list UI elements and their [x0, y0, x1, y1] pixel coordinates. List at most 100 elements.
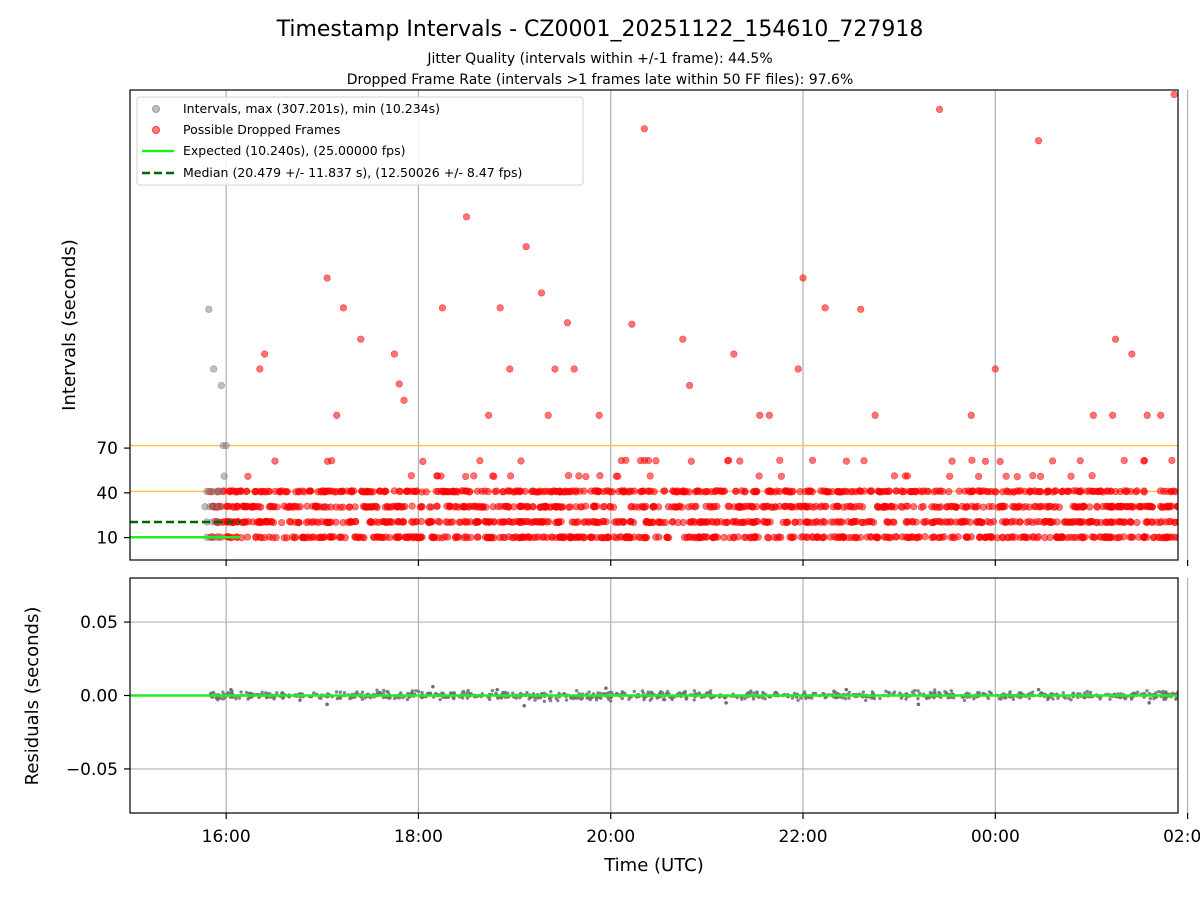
dropped-frame-point [267, 503, 275, 511]
residual-point [360, 690, 365, 694]
legend-label-expected: Expected (10.240s), (25.00000 fps) [183, 143, 405, 158]
dropped-frame-point [283, 488, 291, 496]
dropped-frame-point [776, 456, 784, 464]
dropped-frame-point [394, 503, 402, 511]
dropped-frame-point [669, 518, 677, 526]
residual-point [832, 689, 836, 693]
dropped-frame-point [1143, 517, 1152, 526]
residuals-panel: 0.05 0.00 −0.05 16:00 18:00 20:00 22:00 00:00 0… [22, 577, 1200, 876]
dropped-frame-point [373, 503, 381, 511]
dropped-frame-point [291, 533, 300, 541]
dropped-frame-point [1133, 487, 1141, 495]
dropped-frame-point [499, 488, 508, 496]
dropped-frame-point [977, 533, 985, 541]
dropped-frame-point [496, 533, 504, 542]
residual-point [549, 690, 553, 694]
residual-point [1156, 689, 1161, 694]
dropped-frame-point [303, 502, 311, 510]
dropped-frame-point [358, 487, 366, 495]
dropped-frame-point [535, 488, 543, 496]
residual-point [452, 695, 456, 700]
dropped-frame-point [506, 365, 514, 373]
dropped-frame-point [390, 350, 399, 358]
dropped-frame-point [339, 304, 348, 312]
residual-point [659, 689, 663, 694]
dropped-frame-point [1066, 533, 1074, 541]
residual-point [342, 690, 347, 695]
dropped-frame-point [1140, 488, 1148, 496]
residual-point [548, 698, 553, 703]
residual-point [564, 698, 569, 702]
dropped-frame-point [536, 503, 544, 511]
dropped-frame-point [885, 487, 893, 495]
dropped-frame-point [856, 487, 864, 495]
dropped-frame-point [614, 472, 622, 480]
dropped-frame-point [517, 533, 525, 542]
dropped-frame-point [1013, 473, 1021, 481]
residual-point [790, 696, 795, 700]
dropped-frame-point [1079, 534, 1087, 542]
residual-point [239, 690, 243, 694]
dropped-frame-point [1107, 487, 1115, 495]
dropped-frame-point [310, 533, 318, 541]
dropped-frame-point [868, 487, 876, 495]
residual-point [460, 696, 465, 700]
dropped-frame-point [403, 487, 412, 495]
residual-point [951, 696, 956, 700]
dropped-frame-point [644, 456, 653, 465]
residual-point [1051, 697, 1055, 701]
dropped-frame-point [1016, 487, 1025, 495]
dropped-frame-point [1133, 518, 1141, 527]
residual-point [642, 696, 647, 700]
residual-point [916, 689, 920, 693]
residual-point [999, 697, 1003, 701]
dropped-frame-point [808, 456, 817, 464]
dropped-frame-point [799, 274, 807, 282]
dropped-frame-point [1158, 503, 1166, 511]
chart-title: Timestamp Intervals - CZ0001_20251122_15… [276, 17, 924, 42]
dropped-frame-point [257, 503, 265, 511]
dropped-frame-point [409, 534, 418, 542]
dropped-frame-point [857, 305, 865, 313]
dropped-frame-point [1181, 534, 1188, 541]
interval-point [205, 305, 213, 313]
dropped-frame-point [939, 487, 947, 496]
chart-subtitle-jitter: Jitter Quality (intervals within +/-1 fr… [426, 51, 772, 67]
residual-point [640, 689, 645, 693]
residual-point [904, 697, 908, 701]
dropped-frame-point [271, 457, 279, 465]
residual-point [298, 698, 302, 702]
dropped-frame-point [678, 503, 686, 511]
dropped-frame-point [325, 518, 333, 526]
dropped-frame-point [723, 518, 731, 527]
intervals-ytick-label: 10 [96, 529, 118, 549]
intervals-plot-frame [129, 89, 1179, 561]
residual-point [500, 696, 504, 700]
dropped-frame-point [361, 503, 369, 511]
dropped-frame-point [761, 502, 769, 511]
dropped-frame-point [243, 487, 251, 495]
dropped-frame-point [250, 502, 258, 510]
dropped-frame-point [418, 488, 426, 496]
residual-point [1145, 689, 1149, 693]
dropped-frame-point [540, 533, 548, 541]
residual-point [1108, 697, 1112, 701]
dropped-frame-point [1046, 533, 1054, 542]
dropped-frame-point [563, 319, 572, 327]
dropped-frame-point [842, 457, 851, 465]
residual-point [334, 690, 339, 694]
dropped-frame-point [644, 487, 652, 496]
dropped-frame-point [1044, 487, 1052, 495]
dropped-frame-point [998, 533, 1006, 541]
residual-point [218, 696, 223, 701]
dropped-frame-point [1051, 487, 1060, 495]
dropped-frame-point [755, 472, 763, 480]
residual-point [683, 690, 687, 695]
dropped-frame-point [300, 533, 308, 541]
dropped-frame-point [898, 488, 907, 496]
xtick-label: 16:00 [202, 827, 251, 847]
dropped-frame-point [988, 502, 996, 511]
dropped-frame-point [930, 533, 938, 541]
dropped-frame-point [345, 503, 354, 511]
dropped-frame-point [587, 487, 595, 495]
